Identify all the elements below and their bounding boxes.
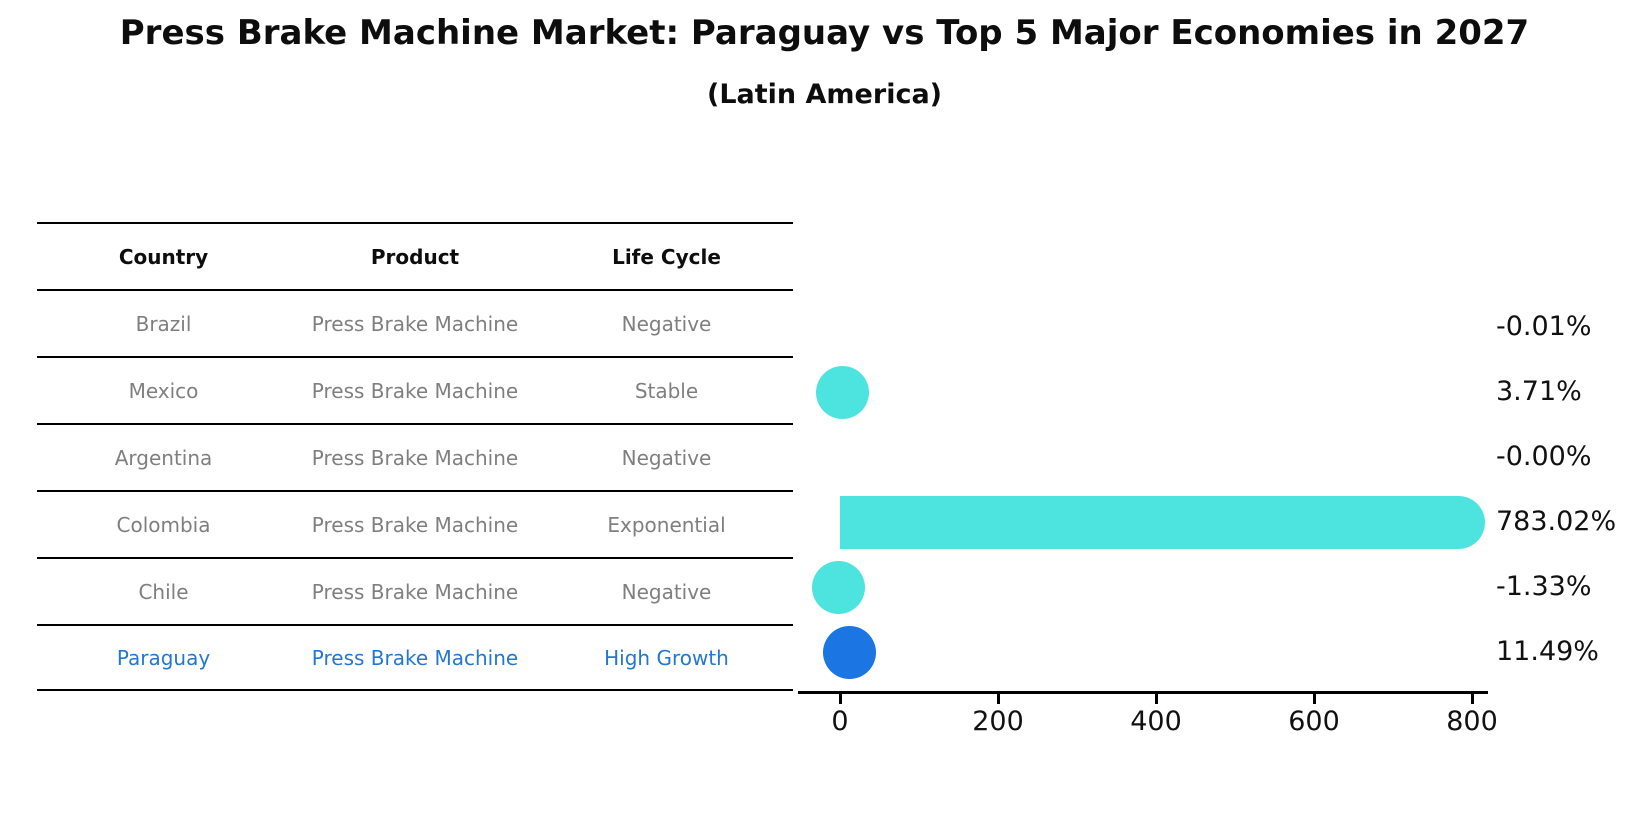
x-tick xyxy=(1312,694,1316,704)
x-tick xyxy=(996,694,1000,704)
table-cell-life-cycle: Negative xyxy=(621,579,712,604)
table-row-chile: Chile Press Brake Machine Negative xyxy=(37,557,793,624)
x-tick-label: 400 xyxy=(1130,706,1182,737)
value-label-brazil: -0.01% xyxy=(1496,310,1592,342)
table-cell-country: Paraguay xyxy=(116,645,211,670)
table-header-cell-product: Product xyxy=(370,244,460,269)
table-row-argentina: Argentina Press Brake Machine Negative xyxy=(37,423,793,490)
x-tick-label: 0 xyxy=(831,706,849,737)
table-cell-country: Colombia xyxy=(116,512,211,537)
table-header-cell-country: Country xyxy=(118,244,209,269)
table-cell-product: Press Brake Machine xyxy=(311,512,519,537)
table-cell-life-cycle: Negative xyxy=(621,311,712,336)
value-label-chile: -1.33% xyxy=(1496,570,1592,602)
table-row-brazil: Brazil Press Brake Machine Negative xyxy=(37,289,793,356)
table-cell-country: Chile xyxy=(138,579,189,604)
value-label-mexico: 3.71% xyxy=(1496,375,1582,407)
bar-colombia xyxy=(840,495,1486,549)
chart-subtitle: (Latin America) xyxy=(706,79,943,110)
value-label-argentina: -0.00% xyxy=(1496,440,1592,472)
table-cell-life-cycle: Exponential xyxy=(607,512,726,537)
table-cell-product: Press Brake Machine xyxy=(311,378,519,403)
bar-paraguay xyxy=(822,625,876,679)
x-tick-label: 800 xyxy=(1446,706,1498,737)
x-tick-label: 200 xyxy=(972,706,1024,737)
summary-table: Country Product Life Cycle Brazil Press Brak… xyxy=(37,222,793,691)
x-tick xyxy=(1470,694,1474,704)
table-cell-product: Press Brake Machine xyxy=(311,445,519,470)
bar-chile xyxy=(812,560,866,614)
table-cell-product: Press Brake Machine xyxy=(311,579,519,604)
table-header-row: Country Product Life Cycle xyxy=(37,222,793,289)
table-row-colombia: Colombia Press Brake Machine Exponential xyxy=(37,490,793,557)
table-row-paraguay: Paraguay Press Brake Machine High Growth xyxy=(37,624,793,691)
value-label-paraguay: 11.49% xyxy=(1496,635,1599,667)
table-cell-product: Press Brake Machine xyxy=(311,645,519,670)
table-cell-life-cycle: High Growth xyxy=(604,645,729,670)
x-axis-line xyxy=(798,691,1488,694)
table-cell-country: Mexico xyxy=(128,378,199,403)
table-cell-life-cycle: Stable xyxy=(634,378,699,403)
table-cell-country: Argentina xyxy=(114,445,213,470)
chart-title: Press Brake Machine Market: Paraguay vs … xyxy=(119,13,1530,53)
table-header-cell-life-cycle: Life Cycle xyxy=(612,244,721,269)
table-cell-product: Press Brake Machine xyxy=(311,311,519,336)
bar-mexico xyxy=(816,365,870,419)
x-tick xyxy=(838,694,842,704)
x-tick xyxy=(1154,694,1158,704)
table-row-mexico: Mexico Press Brake Machine Stable xyxy=(37,356,793,423)
value-label-colombia: 783.02% xyxy=(1496,505,1617,537)
table-cell-country: Brazil xyxy=(135,311,192,336)
x-tick-label: 600 xyxy=(1288,706,1340,737)
table-cell-life-cycle: Negative xyxy=(621,445,712,470)
